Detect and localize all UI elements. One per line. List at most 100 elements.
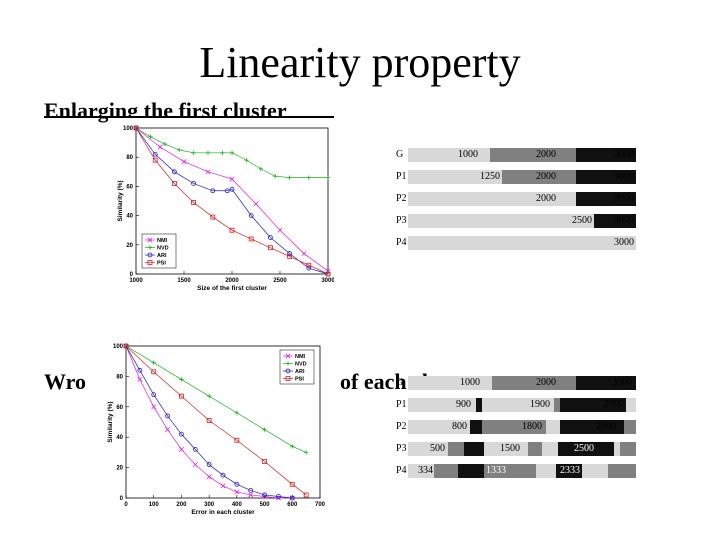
x-tick-label: 400 xyxy=(232,502,243,508)
bar-number: 2900 xyxy=(604,399,624,410)
data-point xyxy=(234,410,240,416)
y-tick-label: 80 xyxy=(116,374,123,380)
partition-bars-enlarging: G 1000 2000 3000 P1 1250 2000 3000 P2 20… xyxy=(390,148,636,258)
bar-number: 800 xyxy=(452,421,467,432)
data-point xyxy=(178,446,184,452)
data-point xyxy=(192,446,198,452)
data-point xyxy=(152,157,158,163)
data-point xyxy=(301,251,307,257)
data-point xyxy=(162,141,167,147)
series-line xyxy=(135,127,329,275)
data-point xyxy=(303,492,309,498)
bar-row: P4 334 1333 2333 xyxy=(390,464,636,478)
bar-row: P3 2500 3000 xyxy=(390,214,636,228)
data-point xyxy=(147,237,153,243)
data-point xyxy=(306,265,312,271)
data-point xyxy=(244,157,249,163)
bar-number: 334 xyxy=(418,465,433,476)
x-tick-label: 100 xyxy=(149,502,160,508)
data-point xyxy=(289,495,295,501)
bar-number: 2800 xyxy=(596,421,616,432)
data-point xyxy=(287,254,293,259)
data-point xyxy=(172,169,177,175)
data-point xyxy=(157,144,163,150)
chart-error-svg: 0 100 200 300 400 500 600 700 0 20 40 60 80 100 Error … xyxy=(107,343,326,516)
bar-number: 3000 xyxy=(614,171,634,182)
data-point xyxy=(229,176,235,182)
data-point xyxy=(248,492,254,498)
data-point xyxy=(234,437,240,443)
legend-label: PSI xyxy=(295,377,304,383)
bar-number: 1900 xyxy=(530,399,550,410)
data-point xyxy=(179,431,184,437)
bar-number: 1333 xyxy=(486,465,506,476)
data-point xyxy=(172,181,177,186)
data-point xyxy=(206,474,212,480)
data-point xyxy=(287,175,292,180)
data-point xyxy=(205,150,211,156)
data-point xyxy=(177,147,182,153)
bar-number: 900 xyxy=(456,399,471,410)
series-line xyxy=(125,345,293,499)
data-point xyxy=(248,213,254,218)
data-point xyxy=(191,150,196,156)
bar-number: 1500 xyxy=(500,443,520,454)
bar-number: 2333 xyxy=(560,465,580,476)
x-tick-label: 2500 xyxy=(273,278,287,284)
data-point xyxy=(306,175,311,180)
bar-number: 3000 xyxy=(612,377,632,388)
data-point xyxy=(325,175,331,180)
data-point xyxy=(165,427,171,433)
data-point xyxy=(210,188,216,194)
y-tick-label: 60 xyxy=(126,184,133,190)
y-tick-label: 0 xyxy=(130,272,134,278)
data-point xyxy=(192,462,198,468)
data-point xyxy=(220,472,226,478)
bar-number: 3000 xyxy=(614,237,634,248)
bar-row-label: P1 xyxy=(396,171,407,182)
data-point xyxy=(277,227,283,233)
data-point xyxy=(229,186,235,192)
data-point xyxy=(147,252,153,258)
y-tick-label: 0 xyxy=(120,496,124,502)
y-tick-label: 100 xyxy=(123,126,134,132)
data-point xyxy=(123,343,129,349)
data-point xyxy=(306,262,312,268)
y-axis-label: Similarity (%) xyxy=(107,401,114,442)
bar-row: P2 800 1800 2800 xyxy=(390,420,636,434)
data-point xyxy=(234,489,240,495)
bar-number: 2000 xyxy=(536,377,556,388)
x-tick-label: 500 xyxy=(260,502,271,508)
data-point xyxy=(191,181,196,186)
bar-number: 2500 xyxy=(572,215,592,226)
y-tick-label: 20 xyxy=(116,466,123,472)
x-tick-label: 1000 xyxy=(129,278,143,284)
data-point xyxy=(165,413,170,419)
x-tick-label: 200 xyxy=(176,502,187,508)
bar-row: P2 2000 3000 xyxy=(390,192,636,206)
chart-error: 0 100 200 300 400 500 600 700 0 20 40 60 80 100 Error … xyxy=(98,338,330,522)
x-tick-label: 0 xyxy=(124,502,128,508)
data-point xyxy=(229,227,235,233)
series-nvd xyxy=(133,125,331,180)
legend-label: ARI xyxy=(157,253,167,259)
bar-number: 3000 xyxy=(614,149,634,160)
x-axis-label: Error in each cluster xyxy=(191,509,255,516)
bar-row: G 1000 2000 3000 xyxy=(390,376,636,390)
bar-row-label: P2 xyxy=(396,193,407,204)
data-point xyxy=(285,376,291,381)
data-point xyxy=(206,418,212,423)
data-point xyxy=(137,376,143,382)
data-point xyxy=(267,245,273,251)
bar-row-label: P4 xyxy=(396,465,407,476)
data-point xyxy=(285,368,291,374)
bar-number: 3000 xyxy=(614,215,634,226)
y-tick-label: 60 xyxy=(116,405,123,411)
bar-number: 2000 xyxy=(536,149,556,160)
legend-label: NMI xyxy=(295,354,306,360)
data-point xyxy=(206,393,212,399)
data-point xyxy=(220,150,225,156)
y-tick-label: 40 xyxy=(116,435,123,441)
bar-row-label: P4 xyxy=(396,237,407,248)
